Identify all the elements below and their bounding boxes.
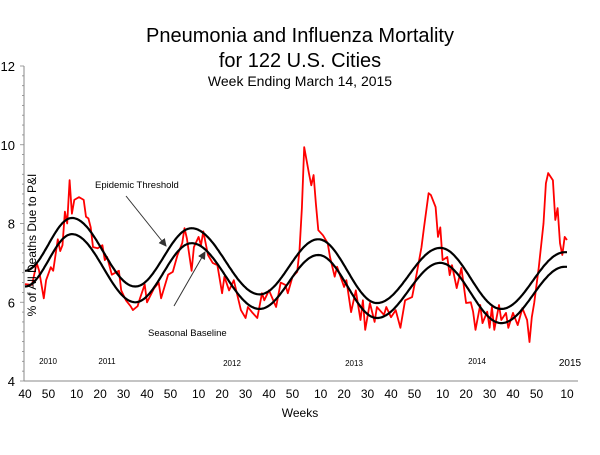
year-label: 2011 (98, 357, 116, 366)
x-tick-label: 50 (530, 387, 544, 401)
x-tick-label: 30 (483, 387, 497, 401)
x-tick-label: 40 (140, 387, 154, 401)
series-lines (24, 146, 568, 343)
chart-subtitle: Week Ending March 14, 2015 (208, 73, 392, 89)
year-label: 2013 (345, 359, 363, 368)
year-label: 2015 (559, 358, 582, 369)
annotation-seasonal-baseline: Seasonal Baseline (148, 328, 227, 339)
x-tick-label: 40 (384, 387, 398, 401)
y-tick-label: 4 (8, 374, 15, 389)
y-tick-label: 6 (8, 295, 15, 310)
x-tick-label: 20 (459, 387, 473, 401)
x-tick-label: 50 (164, 387, 178, 401)
x-tick-label: 30 (117, 387, 131, 401)
x-tick-label: 40 (262, 387, 276, 401)
x-tick-label: 40 (506, 387, 520, 401)
year-label: 2010 (39, 357, 57, 366)
x-tick-label: 10 (560, 387, 574, 401)
x-tick-label: 50 (286, 387, 300, 401)
y-tick-label: 8 (8, 217, 15, 232)
series-line-observed (24, 146, 568, 343)
x-tick-label: 10 (314, 387, 328, 401)
year-label: 2014 (468, 357, 486, 366)
x-tick-label: 20 (93, 387, 107, 401)
year-label: 2012 (223, 359, 241, 368)
series-line-baseline (24, 233, 567, 325)
x-tick-label: 40 (18, 387, 32, 401)
x-axis-label: Weeks (282, 406, 318, 420)
x-tick-label: 50 (408, 387, 422, 401)
annotation-arrow-baseline (173, 251, 206, 307)
x-tick-label: 10 (70, 387, 84, 401)
x-tick-label: 10 (436, 387, 450, 401)
series-line-threshold (24, 216, 567, 310)
x-tick-label: 30 (361, 387, 375, 401)
x-tick-label: 10 (192, 387, 206, 401)
x-tick-label: 20 (215, 387, 229, 401)
y-tick-label: 10 (1, 138, 15, 153)
chart-title-line2: for 122 U.S. Cities (219, 50, 381, 72)
x-axis-ticks: 40 50 10 20 30 40 50 10 20 30 40 50 10 20 30 40 50 10 20 30… (18, 387, 574, 401)
x-tick-label: 30 (239, 387, 253, 401)
y-axis-ticks: 12 10 8 6 4 (1, 59, 24, 389)
x-tick-label: 50 (42, 387, 56, 401)
y-tick-label: 12 (1, 59, 15, 74)
annotation-epidemic-threshold: Epidemic Threshold (95, 180, 179, 191)
x-tick-label: 20 (337, 387, 351, 401)
y-axis-label: % of All Deaths Due to P&I (25, 174, 39, 317)
chart-title: Pneumonia and Influenza Mortality (146, 25, 454, 47)
year-labels: 2010 2011 2012 2013 2014 2015 (39, 357, 581, 369)
annotation-arrow-threshold (125, 195, 167, 247)
